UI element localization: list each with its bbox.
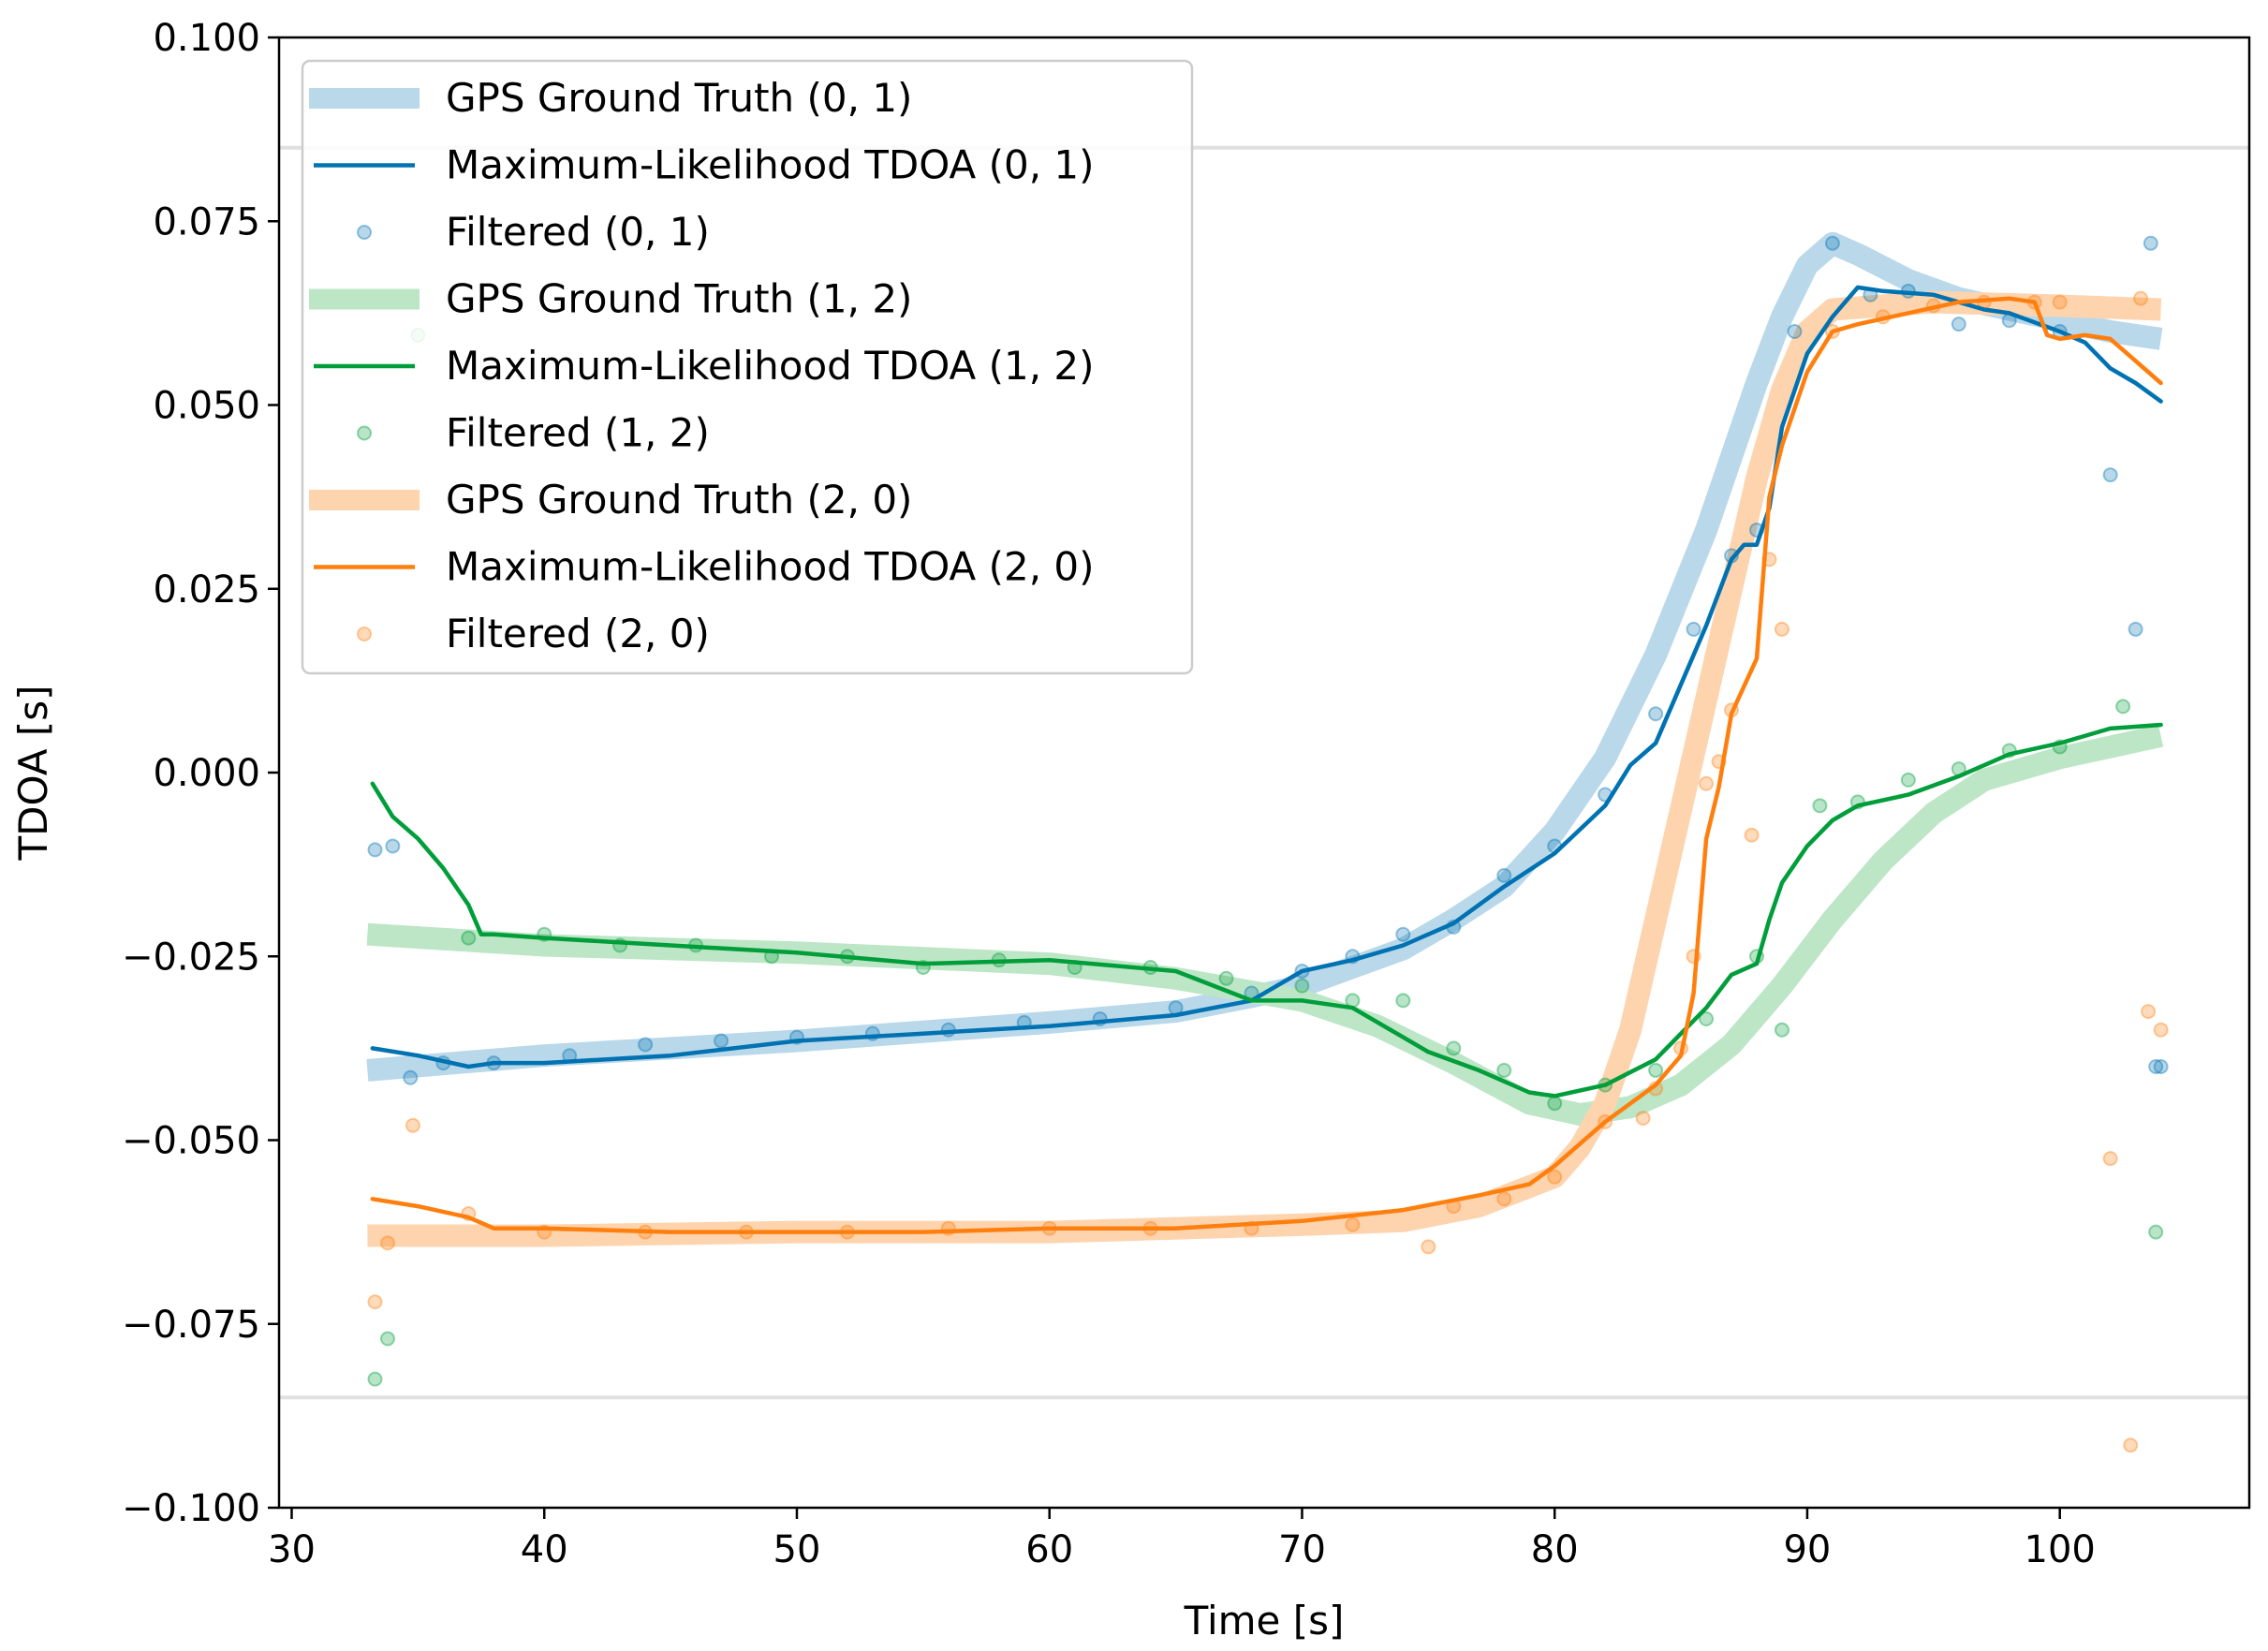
legend-label-gps-ground-truth-1-2: GPS Ground Truth (1, 2) [446, 276, 912, 322]
x-tick-label-80: 80 [1531, 1528, 1579, 1571]
x-tick-label-50: 50 [773, 1528, 821, 1571]
point-filtered-2-0-39 [2153, 1022, 2169, 1038]
legend-label-maximum-likelihood-tdoa-1-2: Maximum-Likelihood TDOA (1, 2) [446, 343, 1095, 389]
legend-swatch-filtered-1-2 [357, 425, 372, 441]
point-filtered-0-1-7 [638, 1037, 654, 1053]
point-filtered-2-0-13 [1345, 1216, 1361, 1232]
point-filtered-0-1-23 [1648, 706, 1664, 722]
y-tick-label-1: 0.100 [153, 17, 260, 60]
series-line-maximum-likelihood-tdoa-2-0 [370, 296, 2163, 1234]
y-axis-title: TDOA [s] [10, 685, 56, 861]
series-line-maximum-likelihood-tdoa-0-1 [370, 285, 2163, 1069]
point-filtered-1-2-28 [1900, 772, 1916, 788]
point-filtered-1-2-25 [1774, 1022, 1789, 1038]
point-filtered-0-1-36 [2143, 235, 2158, 251]
point-filtered-1-2-22 [1648, 1062, 1664, 1078]
point-filtered-0-1-20 [1496, 867, 1512, 883]
point-filtered-1-2-23 [1699, 1010, 1715, 1026]
y-tick-label-2: 0.075 [153, 200, 260, 243]
point-filtered-0-1-24 [1686, 621, 1701, 637]
point-filtered-0-1-18 [1395, 926, 1411, 942]
point-filtered-0-1-31 [1951, 317, 1966, 332]
legend-swatch-filtered-2-0 [357, 626, 372, 641]
point-filtered-1-2-14 [1218, 970, 1234, 986]
point-filtered-2-0-35 [2102, 1151, 2118, 1167]
x-axis-title: Time [s] [1184, 1598, 1345, 1644]
estimate-lines-layer [370, 285, 2163, 1234]
legend-swatch-filtered-0-1 [357, 225, 372, 240]
point-filtered-0-1-3 [403, 1069, 419, 1085]
point-filtered-1-2-26 [1812, 798, 1828, 814]
x-tick-label-40: 40 [521, 1528, 568, 1571]
point-filtered-0-1-2 [385, 838, 401, 854]
point-filtered-1-2-18 [1446, 1040, 1462, 1056]
point-filtered-1-2-20 [1547, 1096, 1563, 1112]
point-filtered-2-0-28 [1774, 621, 1789, 637]
y-tick-label-9: −0.100 [122, 1487, 260, 1530]
point-filtered-1-2-1 [367, 1371, 383, 1387]
y-tick-label-3: 0.050 [153, 385, 260, 428]
x-axis-ticks: 30 40 50 60 70 80 90 100 [268, 1508, 2096, 1571]
legend-label-gps-ground-truth-0-1: GPS Ground Truth (0, 1) [446, 75, 912, 121]
legend-label-gps-ground-truth-2-0: GPS Ground Truth (2, 0) [446, 477, 912, 523]
y-tick-label-8: −0.075 [122, 1304, 260, 1347]
legend-box [301, 59, 1194, 675]
point-filtered-2-0-34 [2052, 294, 2068, 310]
point-filtered-1-2-19 [1496, 1062, 1512, 1078]
point-filtered-1-2-33 [2148, 1224, 2164, 1240]
point-filtered-2-0-26 [1744, 827, 1760, 843]
y-tick-label-4: 0.025 [153, 568, 260, 612]
point-filtered-2-0-38 [2141, 1004, 2157, 1020]
legend-label-filtered-1-2: Filtered (1, 2) [446, 410, 710, 456]
point-filtered-2-0-17 [1547, 1169, 1563, 1185]
point-filtered-2-0-37 [2133, 290, 2149, 306]
point-filtered-2-0-14 [1421, 1239, 1436, 1255]
x-tick-label-100: 100 [2025, 1528, 2096, 1571]
point-filtered-2-0-23 [1699, 775, 1715, 791]
legend-label-filtered-0-1: Filtered (0, 1) [446, 209, 710, 255]
point-filtered-0-1-35 [2128, 621, 2143, 637]
point-filtered-2-0-1 [367, 1294, 383, 1310]
point-filtered-0-1-38 [2153, 1059, 2169, 1074]
point-filtered-0-1-28 [1824, 235, 1840, 251]
point-filtered-0-1-27 [1787, 324, 1803, 339]
point-filtered-2-0-19 [1635, 1110, 1651, 1126]
x-tick-label-60: 60 [1025, 1528, 1073, 1571]
legend: GPS Ground Truth (0, 1) Maximum-Likelihoo… [301, 59, 1194, 675]
x-tick-label-90: 90 [1783, 1528, 1831, 1571]
point-filtered-0-1-1 [367, 842, 383, 858]
y-tick-label-5: 0.000 [153, 752, 260, 795]
point-filtered-1-2-17 [1395, 993, 1411, 1009]
legend-label-filtered-2-0: Filtered (2, 0) [446, 611, 710, 656]
series-line-maximum-likelihood-tdoa-1-2 [370, 722, 2163, 1098]
point-filtered-2-0-2 [379, 1235, 395, 1251]
point-filtered-1-2-4 [461, 930, 477, 946]
y-tick-label-6: −0.025 [122, 936, 260, 979]
y-axis-ticks: 0.100 0.075 0.050 0.025 0.000 −0.025 −0.050 −0.… [122, 17, 279, 1530]
x-tick-label-30: 30 [268, 1528, 316, 1571]
point-filtered-0-1-37 [2148, 1059, 2164, 1074]
legend-label-maximum-likelihood-tdoa-0-1: Maximum-Likelihood TDOA (0, 1) [446, 142, 1095, 188]
y-tick-label-7: −0.050 [122, 1120, 260, 1163]
point-filtered-2-0-3 [405, 1117, 420, 1133]
x-tick-label-70: 70 [1278, 1528, 1326, 1571]
point-filtered-0-1-34 [2102, 467, 2118, 483]
point-filtered-0-1-8 [714, 1033, 729, 1049]
point-filtered-1-2-2 [379, 1331, 395, 1347]
point-filtered-1-2-15 [1294, 978, 1310, 994]
legend-label-maximum-likelihood-tdoa-2-0: Maximum-Likelihood TDOA (2, 0) [446, 544, 1095, 590]
point-filtered-2-0-36 [2123, 1437, 2139, 1453]
point-filtered-1-2-32 [2115, 699, 2131, 715]
point-filtered-2-0-16 [1496, 1191, 1512, 1207]
